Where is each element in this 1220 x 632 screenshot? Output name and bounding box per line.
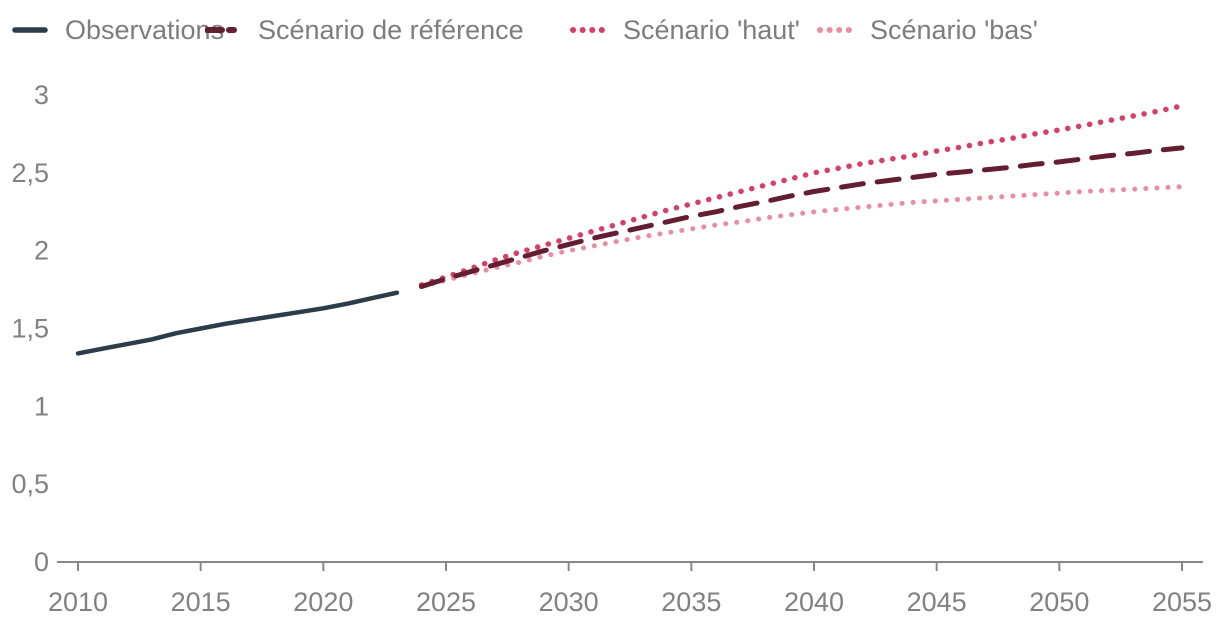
x-tick-label: 2020: [293, 587, 353, 617]
dotted-line-swatch-icon: [817, 27, 853, 33]
y-tick-label: 2,5: [11, 158, 49, 188]
x-tick-label: 2025: [416, 587, 476, 617]
x-tick-label: 2040: [784, 587, 844, 617]
dashed-line-swatch-icon: [205, 27, 241, 33]
x-tick-label: 2030: [539, 587, 599, 617]
y-tick-label: 3: [34, 80, 49, 110]
series-line-0: [75, 290, 400, 356]
legend-label-haut: Scénario 'haut': [623, 15, 800, 45]
x-tick-label: 2015: [171, 587, 231, 617]
x-tick-label: 2010: [48, 587, 108, 617]
x-tick-label: 2035: [661, 587, 721, 617]
x-tick-label: 2055: [1152, 587, 1212, 617]
legend-item-observations: Observations: [12, 14, 224, 46]
chart-legend: Observations Scénario de référence Scéna…: [0, 0, 1220, 58]
y-tick-label: 0: [34, 547, 49, 577]
series-line-3: [419, 184, 1185, 289]
series-line-2: [418, 103, 1185, 288]
y-tick-label: 0,5: [11, 469, 49, 499]
y-tick-label: 1: [34, 391, 49, 421]
legend-item-reference: Scénario de référence: [205, 14, 524, 46]
y-tick-label: 2: [34, 236, 49, 266]
legend-item-haut: Scénario 'haut': [570, 14, 800, 46]
legend-label-bas: Scénario 'bas': [870, 15, 1038, 45]
x-tick-label: 2050: [1029, 587, 1089, 617]
legend-label-reference: Scénario de référence: [258, 15, 524, 45]
solid-line-swatch-icon: [12, 27, 48, 33]
series-line-1: [419, 145, 1185, 289]
legend-item-bas: Scénario 'bas': [817, 14, 1038, 46]
x-tick-label: 2045: [907, 587, 967, 617]
legend-label-observations: Observations: [65, 15, 225, 45]
y-tick-label: 1,5: [11, 314, 49, 344]
dotted-line-swatch-icon: [570, 27, 606, 33]
